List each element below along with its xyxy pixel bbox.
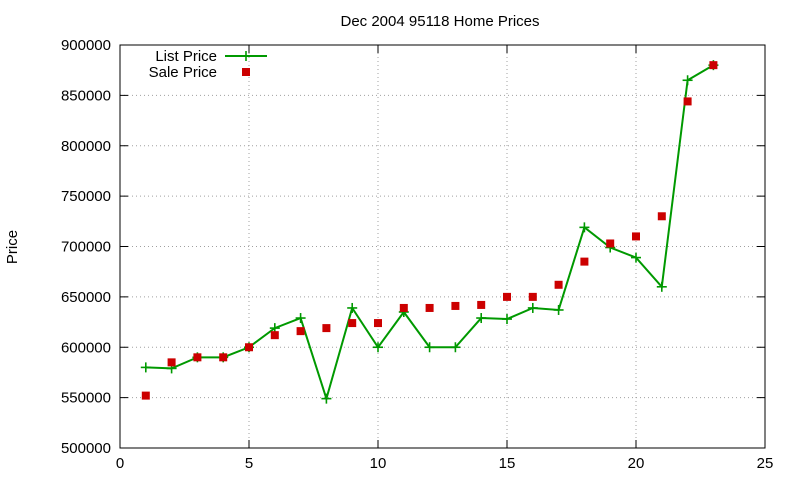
x-tick-label: 0 xyxy=(116,455,124,472)
sale-price-point xyxy=(606,239,615,248)
y-tick-label: 850000 xyxy=(61,87,111,104)
plot-border xyxy=(119,44,766,449)
sale-price-point xyxy=(167,358,176,367)
list-price-point xyxy=(140,362,151,373)
legend-label: Sale Price xyxy=(149,64,217,81)
x-tick-label: 25 xyxy=(757,455,774,472)
sale-price-point xyxy=(632,232,640,241)
sale-price-point xyxy=(399,303,408,312)
sale-price-point xyxy=(503,292,511,301)
axis-ticks: 500000 550000 600000 650000 700000 750000 8000… xyxy=(61,37,773,472)
sale-price-point xyxy=(709,61,718,70)
sale-price-point xyxy=(528,292,537,301)
y-tick-label: 900000 xyxy=(61,37,111,54)
list-price-point xyxy=(295,313,306,324)
plot-area xyxy=(140,60,719,404)
list-price-point xyxy=(424,342,435,353)
list-price-point xyxy=(656,281,667,292)
sale-price-point xyxy=(270,331,279,340)
legend-square-marker xyxy=(242,68,250,76)
y-tick-label: 550000 xyxy=(61,390,111,407)
sale-price-point xyxy=(451,301,460,310)
list-price-point xyxy=(553,304,564,315)
y-tick-label: 500000 xyxy=(61,440,111,457)
grid-lines xyxy=(120,45,765,448)
list-price-point xyxy=(450,342,461,353)
sale-price-point xyxy=(425,303,434,312)
list-price-point xyxy=(682,75,693,86)
chart-title: Dec 2004 95118 Home Prices xyxy=(341,13,540,30)
y-tick-label: 600000 xyxy=(61,339,111,356)
sale-price-point xyxy=(141,391,150,400)
legend-label: List Price xyxy=(155,48,217,65)
sale-price-point xyxy=(322,324,331,333)
x-tick-label: 20 xyxy=(628,455,645,472)
x-tick-label: 5 xyxy=(245,455,253,472)
sale-price-point xyxy=(580,257,589,266)
y-tick-label: 700000 xyxy=(61,239,111,256)
x-tick-label: 10 xyxy=(370,455,387,472)
list-price-point xyxy=(476,313,487,324)
list-price-point xyxy=(579,222,590,233)
sale-price-point xyxy=(683,97,692,106)
list-price-point xyxy=(321,393,332,404)
sale-price-point xyxy=(554,280,563,289)
y-tick-label: 800000 xyxy=(61,138,111,155)
sale-price-point xyxy=(296,327,305,336)
sale-price-point xyxy=(193,353,202,362)
list-price-point xyxy=(373,342,383,353)
sale-price-point xyxy=(245,343,253,352)
y-tick-label: 650000 xyxy=(61,289,111,306)
sale-price-point xyxy=(374,319,382,328)
list-price-point xyxy=(631,252,641,263)
sale-price-point xyxy=(219,353,228,362)
list-price-point xyxy=(502,314,512,325)
sale-price-point xyxy=(348,319,357,328)
sale-price-point xyxy=(657,212,666,221)
list-price-point xyxy=(347,302,358,313)
sale-price-point xyxy=(477,300,486,309)
list-price-point xyxy=(527,302,538,313)
y-axis-label: Price xyxy=(4,230,21,264)
x-tick-label: 15 xyxy=(499,455,516,472)
y-tick-label: 750000 xyxy=(61,188,111,205)
legend-plus-marker xyxy=(241,51,251,61)
